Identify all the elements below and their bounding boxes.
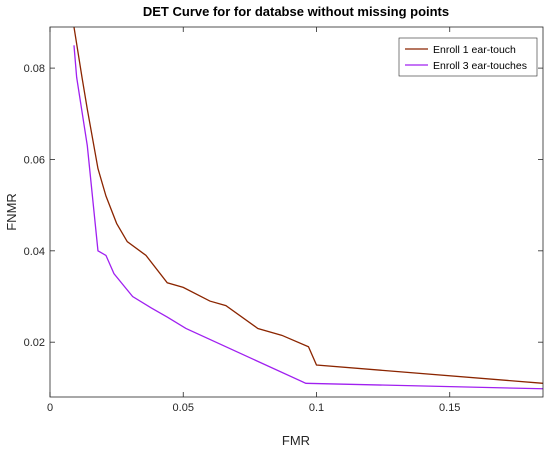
y-axis-label: FNMR bbox=[4, 193, 19, 231]
plot-frame bbox=[49, 26, 544, 398]
series-line-2 bbox=[73, 45, 543, 390]
legend: Enroll 1 ear-touch Enroll 3 ear-touches bbox=[398, 37, 538, 77]
y-tick-label: 0.02 bbox=[24, 337, 45, 349]
x-tick-label: 0.1 bbox=[309, 402, 324, 414]
series-line-1 bbox=[73, 27, 543, 384]
y-tick-label: 0.04 bbox=[24, 246, 45, 258]
legend-label-1: Enroll 1 ear-touch bbox=[433, 44, 516, 56]
x-tick-label: 0.15 bbox=[439, 402, 460, 414]
chart-title: DET Curve for for databse without missin… bbox=[143, 4, 449, 19]
plot-area bbox=[50, 27, 543, 397]
legend-box bbox=[398, 37, 538, 77]
x-axis: 0 0.05 0.1 0.15 bbox=[47, 27, 460, 414]
x-tick-label: 0.05 bbox=[173, 402, 194, 414]
y-axis: 0.02 0.04 0.06 0.08 bbox=[24, 63, 543, 349]
y-tick-label: 0.08 bbox=[24, 63, 45, 75]
y-tick-label: 0.06 bbox=[24, 154, 45, 166]
x-axis-label: FMR bbox=[282, 433, 310, 448]
legend-label-2: Enroll 3 ear-touches bbox=[433, 60, 527, 72]
series-layer bbox=[73, 27, 543, 390]
x-tick-label: 0 bbox=[47, 402, 53, 414]
